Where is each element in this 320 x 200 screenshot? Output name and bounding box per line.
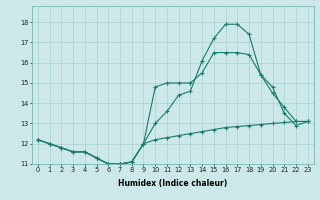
X-axis label: Humidex (Indice chaleur): Humidex (Indice chaleur) bbox=[118, 179, 228, 188]
